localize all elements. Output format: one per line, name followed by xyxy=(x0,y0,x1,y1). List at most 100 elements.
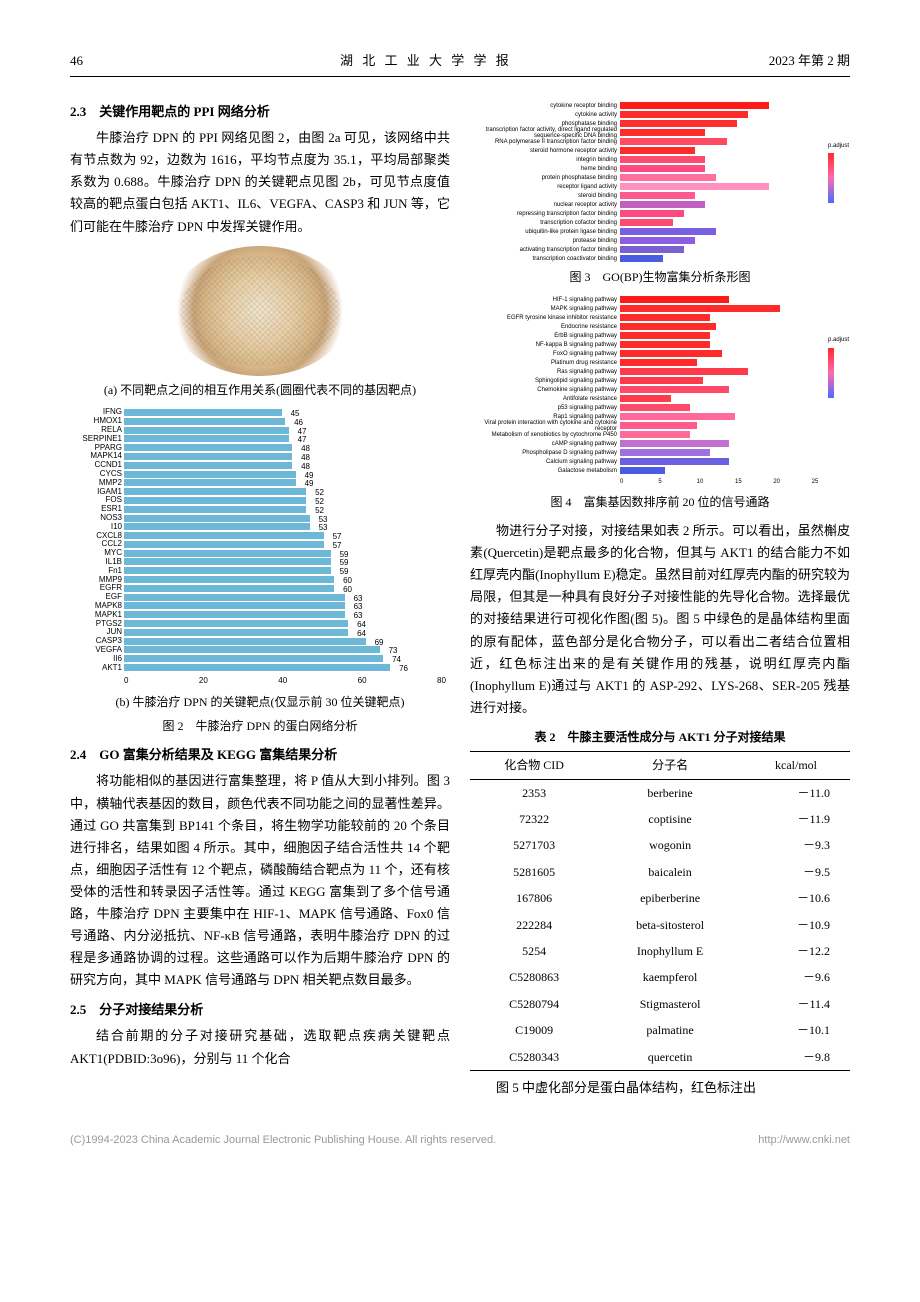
table-cell: 167806 xyxy=(470,885,598,911)
table-cell: －9.6 xyxy=(742,964,850,990)
hbar-row: JUN 64 xyxy=(124,628,450,637)
enrich-bar xyxy=(620,467,665,474)
hbar-axis: 020406080 xyxy=(124,674,450,688)
fig4-legend: p.adjust xyxy=(828,335,856,399)
table-row: C19009palmatine－10.1 xyxy=(470,1017,850,1043)
hbar-row: CCND1 48 xyxy=(124,461,450,470)
table-cell: C19009 xyxy=(470,1017,598,1043)
hbar-label: IL1B xyxy=(70,558,122,566)
hbar-label: PPARG xyxy=(70,444,122,452)
axis-tick: 0 xyxy=(620,477,658,487)
hbar-bar: 47 xyxy=(124,427,289,434)
hbar-row: CCL2 57 xyxy=(124,540,450,549)
page-number: 46 xyxy=(70,50,83,72)
enrich-bar xyxy=(620,449,710,456)
enrich-label: protein phosphatase binding xyxy=(470,175,620,181)
hbar-label: ESR1 xyxy=(70,505,122,513)
hbar-label: FOS xyxy=(70,496,122,504)
enrich-label: transcription cofactor binding xyxy=(470,220,620,226)
enrich-label: cytokine activity xyxy=(470,112,620,118)
table-cell: 222284 xyxy=(470,912,598,938)
enrich-bar xyxy=(620,341,710,348)
enrich-row: Phospholipase D signaling pathway xyxy=(470,448,850,457)
enrich-label: Phospholipase D signaling pathway xyxy=(470,450,620,456)
enrich-bar xyxy=(620,296,729,303)
hbar-label: CYCS xyxy=(70,470,122,478)
hbar-bar: 45 xyxy=(124,409,282,416)
hbar-row: MAPK14 48 xyxy=(124,452,450,461)
section-2-4-text: 将功能相似的基因进行富集整理，将 P 值从大到小排列。图 3 中，横轴代表基因的… xyxy=(70,770,450,991)
enrich-bar xyxy=(620,332,710,339)
hbar-bar: 64 xyxy=(124,629,348,636)
enrich-bar xyxy=(620,377,703,384)
enrich-bar xyxy=(620,192,695,199)
enrich-bar xyxy=(620,237,695,244)
hbar-label: CXCL8 xyxy=(70,532,122,540)
enrich-label: steroid binding xyxy=(470,193,620,199)
left-column: 2.3 关键作用靶点的 PPI 网络分析 牛膝治疗 DPN 的 PPI 网络见图… xyxy=(70,93,450,1101)
enrich-row: nuclear receptor activity xyxy=(470,200,850,209)
enrich-bar xyxy=(620,156,705,163)
table-cell: 72322 xyxy=(470,806,598,832)
axis-tick: 80 xyxy=(437,674,446,688)
table-cell: palmatine xyxy=(598,1017,742,1043)
enrich-row: Ras signaling pathway xyxy=(470,367,850,376)
hbar-row: Fn1 59 xyxy=(124,566,450,575)
section-2-3-text: 牛膝治疗 DPN 的 PPI 网络见图 2，由图 2a 可见，该网络中共有节点数… xyxy=(70,127,450,237)
right-para-1: 物进行分子对接，对接结果如表 2 所示。可以看出，虽然槲皮素(Quercetin… xyxy=(470,520,850,719)
table-row: C5280794Stigmasterol－11.4 xyxy=(470,991,850,1017)
enrich-row: RNA polymerase II transcription factor b… xyxy=(470,137,850,146)
hbar-row: I10 53 xyxy=(124,522,450,531)
hbar-bar: 74 xyxy=(124,655,383,662)
table-2-caption: 表 2 牛膝主要活性成分与 AKT1 分子对接结果 xyxy=(470,727,850,747)
page-header: 46 湖 北 工 业 大 学 学 报 2023 年第 2 期 xyxy=(70,50,850,77)
enrich-row: protein phosphatase binding xyxy=(470,173,850,182)
enrich-row: integrin binding xyxy=(470,155,850,164)
fig3-legend: p.adjust xyxy=(828,141,856,205)
table-cell: baicalein xyxy=(598,859,742,885)
axis-tick: 25 xyxy=(812,477,850,487)
enrich-label: transcription coactivator binding xyxy=(470,256,620,262)
hbar-row: MAPK8 63 xyxy=(124,602,450,611)
table-row: 5271703wogonin－9.3 xyxy=(470,832,850,858)
hbar-chart: IFNG 45HMOX1 46RELA 47SERPINE1 47PPARG 4… xyxy=(70,408,450,672)
enrich-row: Sphingolipid signaling pathway xyxy=(470,376,850,385)
hbar-label: IGAM1 xyxy=(70,488,122,496)
table-cell: C5280863 xyxy=(470,964,598,990)
hbar-bar: 52 xyxy=(124,488,306,495)
enrich-label: NF-kappa B signaling pathway xyxy=(470,342,620,348)
hbar-label: CCL2 xyxy=(70,540,122,548)
enrich-row: cytokine receptor binding xyxy=(470,101,850,110)
hbar-row: IFNG 45 xyxy=(124,408,450,417)
hbar-row: RELA 47 xyxy=(124,426,450,435)
table-row: 5281605baicalein－9.5 xyxy=(470,859,850,885)
enrich-label: Galactose metabolism xyxy=(470,468,620,474)
hbar-label: EGFR xyxy=(70,584,122,592)
enrich-row: heme binding xyxy=(470,164,850,173)
table-cell: Stigmasterol xyxy=(598,991,742,1017)
section-2-5-text: 结合前期的分子对接研究基础，选取靶点疾病关键靶点 AKT1(PDBID:3o96… xyxy=(70,1025,450,1069)
table-cell: quercetin xyxy=(598,1044,742,1071)
hbar-row: IL1B 59 xyxy=(124,558,450,567)
hbar-bar: 76 xyxy=(124,664,390,671)
table-2-body: 2353berberine－11.072322coptisine－11.9527… xyxy=(470,779,850,1070)
enrich-row: receptor ligand activity xyxy=(470,182,850,191)
enrich-row: steroid binding xyxy=(470,191,850,200)
enrich-bar xyxy=(620,323,716,330)
figure-2b: IFNG 45HMOX1 46RELA 47SERPINE1 47PPARG 4… xyxy=(70,408,450,736)
enrich-label: Metabolism of xenobiotics by cytochrome … xyxy=(470,432,620,438)
enrich-row: transcription factor activity, direct li… xyxy=(470,128,850,137)
enrich-bar xyxy=(620,138,727,145)
hbar-row: EGFR 60 xyxy=(124,584,450,593)
hbar-row: HMOX1 46 xyxy=(124,417,450,426)
hbar-bar: 52 xyxy=(124,497,306,504)
table-column-header: 化合物 CID xyxy=(470,752,598,779)
table-cell: －12.2 xyxy=(742,938,850,964)
hbar-label: EGF xyxy=(70,593,122,601)
hbar-row: MMP9 60 xyxy=(124,575,450,584)
enrich-row: steroid hormone receptor activity xyxy=(470,146,850,155)
hbar-label: VEGFA xyxy=(70,646,122,654)
enrich-row: activating transcription factor binding xyxy=(470,245,850,254)
hbar-bar: 63 xyxy=(124,611,345,618)
enrich-row: repressing transcription factor binding xyxy=(470,209,850,218)
